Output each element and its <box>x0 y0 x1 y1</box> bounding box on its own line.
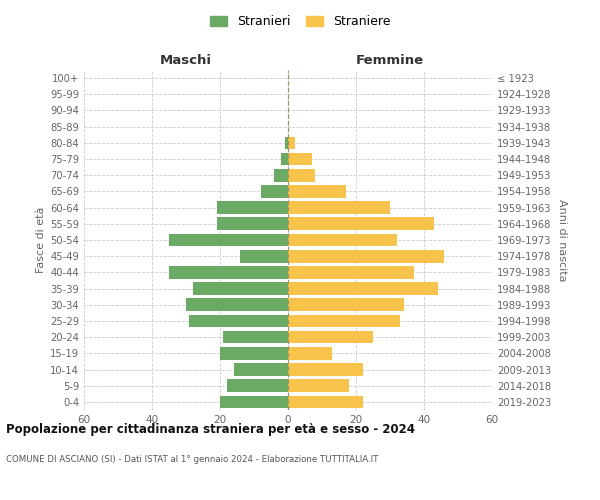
Legend: Stranieri, Straniere: Stranieri, Straniere <box>206 11 394 32</box>
Bar <box>233 363 288 376</box>
Bar <box>190 314 288 328</box>
Bar <box>223 331 288 344</box>
Bar <box>186 298 288 311</box>
Bar <box>274 169 288 181</box>
Text: COMUNE DI ASCIANO (SI) - Dati ISTAT al 1° gennaio 2024 - Elaborazione TUTTITALIA: COMUNE DI ASCIANO (SI) - Dati ISTAT al 1… <box>6 455 379 464</box>
Bar <box>217 202 288 214</box>
Bar <box>288 363 363 376</box>
Bar <box>288 347 332 360</box>
Bar <box>193 282 288 295</box>
Bar <box>217 218 288 230</box>
Bar <box>261 185 288 198</box>
Bar <box>288 169 315 181</box>
Bar <box>284 136 288 149</box>
Bar <box>220 396 288 408</box>
Bar <box>288 250 445 262</box>
Y-axis label: Fasce di età: Fasce di età <box>36 207 46 273</box>
Text: Popolazione per cittadinanza straniera per età e sesso - 2024: Popolazione per cittadinanza straniera p… <box>6 422 415 436</box>
Bar <box>288 298 404 311</box>
Bar <box>288 396 363 408</box>
Bar <box>288 136 295 149</box>
Bar <box>288 266 414 278</box>
Bar <box>220 347 288 360</box>
Bar <box>288 218 434 230</box>
Bar <box>281 152 288 166</box>
Bar <box>241 250 288 262</box>
Bar <box>288 234 397 246</box>
Bar <box>169 266 288 278</box>
Text: Femmine: Femmine <box>356 54 424 68</box>
Bar <box>288 380 349 392</box>
Bar <box>288 314 400 328</box>
Bar <box>288 331 373 344</box>
Bar <box>169 234 288 246</box>
Bar <box>288 202 390 214</box>
Bar <box>288 185 346 198</box>
Text: Maschi: Maschi <box>160 54 212 68</box>
Bar <box>288 152 312 166</box>
Y-axis label: Anni di nascita: Anni di nascita <box>557 198 567 281</box>
Bar <box>288 282 437 295</box>
Bar <box>227 380 288 392</box>
